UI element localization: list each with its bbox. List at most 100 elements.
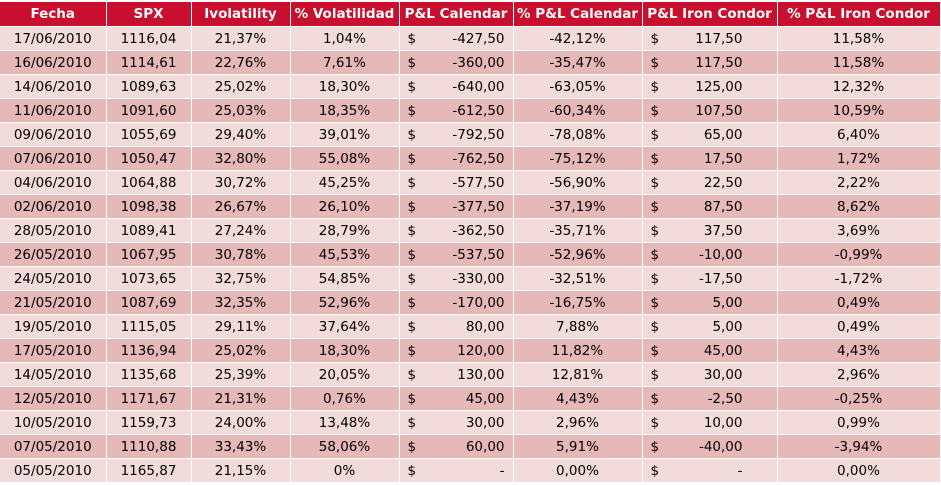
amount-value: 30,00 [703, 366, 743, 383]
currency-symbol: $ [650, 102, 660, 119]
currency-symbol: $ [407, 366, 417, 383]
cell-pct-pl-calendar: -63,05% [513, 74, 643, 99]
table-row: 19/05/2010 1115,05 29,11% 37,64% $80,00 7,88%… [0, 314, 941, 339]
cell-pct-volatilidad: 0% [290, 458, 400, 483]
amount-value: -362,50 [452, 222, 505, 239]
header-ivolatility: Ivolatility [191, 2, 291, 27]
cell-fecha: 14/05/2010 [0, 362, 107, 387]
table-row: 09/06/2010 1055,69 29,40% 39,01% $ -792,50 -78… [0, 122, 941, 147]
table-row: 24/05/2010 1073,65 32,75% 54,85% $ -330,00 -32… [0, 266, 941, 291]
table-row: 14/05/2010 1135,68 25,39% 20,05% $130,00 12,8… [0, 362, 941, 387]
currency-symbol: $ [407, 102, 417, 119]
amount-value: -427,50 [452, 30, 505, 47]
header-pct-pl-iron-condor: % P&L Iron Condor [777, 2, 941, 27]
cell-pct-pl-iron-condor: 3,69% [777, 218, 941, 243]
cell-pct-pl-calendar: 0,00% [513, 458, 643, 483]
cell-pl-calendar: $ -427,50 [399, 26, 514, 51]
cell-pct-pl-iron-condor: -3,94% [777, 434, 941, 459]
cell-pl-iron-condor: $22,50 [642, 170, 778, 195]
cell-fecha: 19/05/2010 [0, 314, 107, 339]
currency-symbol: $ [650, 366, 660, 383]
cell-pct-pl-calendar: -60,34% [513, 98, 643, 123]
amount-value: -537,50 [452, 246, 505, 263]
cell-spx: 1171,67 [106, 386, 192, 411]
table-row: 11/06/2010 1091,60 25,03% 18,35% $ -612,50 -60… [0, 98, 941, 123]
currency-symbol: $ [407, 78, 417, 95]
cell-pl-iron-condor: $117,50 [642, 50, 778, 75]
cell-pct-pl-iron-condor: 11,58% [777, 26, 941, 51]
cell-pl-calendar: $80,00 [399, 314, 514, 339]
amount-value: -577,50 [452, 174, 505, 191]
cell-pct-pl-calendar: -32,51% [513, 266, 643, 291]
table-row: 05/05/2010 1165,87 21,15% 0% $ -0,00% $ -0,00% [0, 458, 941, 483]
cell-ivolatility: 30,72% [191, 170, 291, 195]
cell-fecha: 28/05/2010 [0, 218, 107, 243]
currency-symbol: $ [407, 246, 417, 263]
cell-fecha: 12/05/2010 [0, 386, 107, 411]
amount-value: 120,00 [457, 342, 505, 359]
amount-value: 37,50 [703, 222, 743, 239]
cell-pct-pl-iron-condor: -0,25% [777, 386, 941, 411]
header-spx: SPX [106, 2, 192, 27]
cell-pct-pl-calendar: 12,81% [513, 362, 643, 387]
cell-ivolatility: 29,11% [191, 314, 291, 339]
amount-value: -2,50 [707, 390, 743, 407]
cell-ivolatility: 29,40% [191, 122, 291, 147]
amount-value: 117,50 [695, 54, 743, 71]
cell-spx: 1115,05 [106, 314, 192, 339]
table-body: 17/06/2010 1116,04 21,37% 1,04% $ -427,50 -42,… [0, 26, 941, 483]
cell-pl-calendar: $30,00 [399, 410, 514, 435]
table-row: 28/05/2010 1089,41 27,24% 28,79% $ -362,50 -35… [0, 218, 941, 243]
cell-pct-pl-calendar: -37,19% [513, 194, 643, 219]
cell-pl-calendar: $45,00 [399, 386, 514, 411]
cell-pl-iron-condor: $37,50 [642, 218, 778, 243]
cell-pl-calendar: $130,00 [399, 362, 514, 387]
amount-value: 22,50 [703, 174, 743, 191]
cell-pct-pl-calendar: -56,90% [513, 170, 643, 195]
amount-value: -330,00 [452, 270, 505, 287]
amount-value: -377,50 [452, 198, 505, 215]
cell-ivolatility: 32,75% [191, 266, 291, 291]
amount-value: -40,00 [698, 438, 743, 455]
cell-pct-volatilidad: 18,30% [290, 338, 400, 363]
currency-symbol: $ [407, 414, 417, 431]
cell-spx: 1135,68 [106, 362, 192, 387]
amount-value: - [737, 462, 743, 479]
cell-pct-pl-iron-condor: 0,99% [777, 410, 941, 435]
cell-pl-iron-condor: $ -40,00 [642, 434, 778, 459]
cell-pct-volatilidad: 39,01% [290, 122, 400, 147]
table-row: 16/06/2010 1114,61 22,76% 7,61% $ -360,00 -35,… [0, 50, 941, 75]
cell-pl-calendar: $ -792,50 [399, 122, 514, 147]
cell-spx: 1116,04 [106, 26, 192, 51]
cell-pct-volatilidad: 18,35% [290, 98, 400, 123]
currency-symbol: $ [407, 390, 417, 407]
cell-spx: 1165,87 [106, 458, 192, 483]
amount-value: -10,00 [698, 246, 743, 263]
cell-pl-calendar: $ -762,50 [399, 146, 514, 171]
cell-pct-pl-calendar: -35,71% [513, 218, 643, 243]
cell-pct-volatilidad: 20,05% [290, 362, 400, 387]
cell-pct-pl-calendar: -16,75% [513, 290, 643, 315]
cell-pct-pl-iron-condor: 12,32% [777, 74, 941, 99]
amount-value: 60,00 [465, 438, 505, 455]
cell-pct-pl-iron-condor: 2,96% [777, 362, 941, 387]
amount-value: 107,50 [695, 102, 743, 119]
cell-fecha: 05/05/2010 [0, 458, 107, 483]
cell-fecha: 17/05/2010 [0, 338, 107, 363]
cell-ivolatility: 32,80% [191, 146, 291, 171]
table-row: 02/06/2010 1098,38 26,67% 26,10% $ -377,50 -37… [0, 194, 941, 219]
header-pl-calendar: P&L Calendar [399, 2, 514, 27]
cell-fecha: 16/06/2010 [0, 50, 107, 75]
cell-pl-iron-condor: $ -10,00 [642, 242, 778, 267]
cell-pl-calendar: $60,00 [399, 434, 514, 459]
cell-spx: 1136,94 [106, 338, 192, 363]
cell-spx: 1055,69 [106, 122, 192, 147]
cell-pct-volatilidad: 45,53% [290, 242, 400, 267]
currency-symbol: $ [407, 30, 417, 47]
currency-symbol: $ [650, 438, 660, 455]
cell-ivolatility: 21,31% [191, 386, 291, 411]
currency-symbol: $ [650, 150, 660, 167]
cell-spx: 1089,63 [106, 74, 192, 99]
cell-spx: 1073,65 [106, 266, 192, 291]
